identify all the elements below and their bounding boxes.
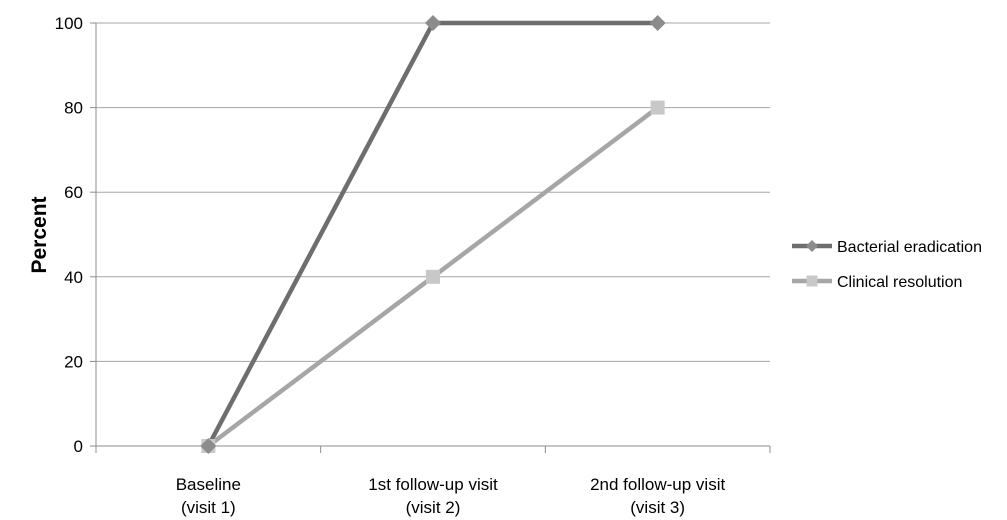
x-tick-label: (visit 2) xyxy=(406,498,461,517)
y-tick-labels: 0 20 40 60 80 100 xyxy=(55,14,83,456)
x-tick-label: 1st follow-up visit xyxy=(368,475,498,494)
legend-label: Clinical resolution xyxy=(837,274,962,291)
x-tick-label: Baseline xyxy=(176,475,241,494)
series-markers xyxy=(200,15,665,454)
y-tick-label: 40 xyxy=(64,268,83,287)
legend: Bacterial eradication Clinical resolution xyxy=(792,239,982,291)
legend-marker-1 xyxy=(807,276,818,287)
series-line-0 xyxy=(208,23,657,446)
y-tick-label: 20 xyxy=(64,352,83,371)
data-point-1-2 xyxy=(651,101,665,115)
data-point-0-2 xyxy=(650,15,666,31)
series-lines xyxy=(208,23,657,446)
x-tick-label: (visit 1) xyxy=(181,498,236,517)
y-tick-label: 0 xyxy=(74,437,83,456)
y-tick-label: 80 xyxy=(64,99,83,118)
legend-label: Bacterial eradication xyxy=(837,239,982,256)
x-tick-label: (visit 3) xyxy=(630,498,685,517)
gridlines xyxy=(96,23,770,361)
legend-marker-0 xyxy=(806,240,818,252)
axes xyxy=(90,23,770,453)
y-tick-label: 100 xyxy=(55,14,83,33)
x-tick-labels: Baseline (visit 1) 1st follow-up visit (vis… xyxy=(176,475,726,517)
x-tick-label: 2nd follow-up visit xyxy=(590,475,725,494)
y-axis-label: Percent xyxy=(28,196,51,273)
data-point-1-1 xyxy=(426,270,440,284)
y-tick-label: 60 xyxy=(64,183,83,202)
data-point-0-1 xyxy=(425,15,441,31)
